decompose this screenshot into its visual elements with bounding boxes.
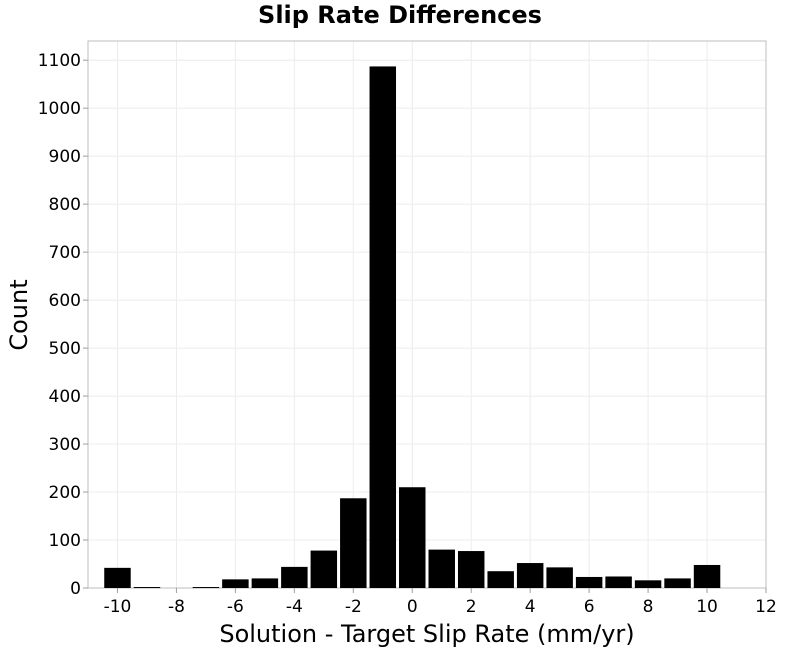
y-tick-label: 0 (70, 579, 81, 599)
histogram-bar (457, 551, 485, 588)
y-axis-ticks: 0 100 200 300 400 500 600 700 800 900 1000 1100 (38, 51, 88, 599)
x-tick-label: 0 (407, 597, 418, 617)
histogram-bar (546, 567, 573, 588)
histogram-bar (310, 550, 338, 588)
y-tick-label: 900 (49, 147, 81, 167)
y-tick-label: 200 (49, 483, 81, 503)
histogram-bar (693, 564, 721, 588)
histogram-bar (222, 579, 249, 588)
y-axis-label: Count (5, 279, 33, 350)
histogram-bar (133, 587, 161, 589)
x-tick-label: -6 (227, 597, 244, 617)
histogram-bar (487, 571, 514, 588)
x-axis-ticks: -10 -8 -6 -4 -2 0 2 4 6 8 10 12 (104, 588, 777, 617)
y-tick-label: 1100 (38, 51, 81, 71)
x-tick-label: 12 (755, 597, 777, 617)
histogram-bar (575, 576, 603, 588)
plot-area-border (87, 40, 767, 589)
histogram-bar (104, 567, 131, 588)
x-tick-label: -8 (168, 597, 185, 617)
histogram-bar (192, 587, 220, 589)
chart-title: Slip Rate Differences (258, 1, 542, 29)
x-axis-label: Solution - Target Slip Rate (mm/yr) (219, 620, 634, 648)
y-tick-label: 600 (49, 291, 81, 311)
histogram-bar (634, 580, 662, 588)
y-tick-label: 500 (49, 339, 81, 359)
y-tick-label: 700 (49, 243, 81, 263)
histogram-bar (251, 578, 279, 588)
x-tick-label: -4 (286, 597, 303, 617)
histogram-bar (605, 576, 632, 588)
x-tick-label: -10 (104, 597, 132, 617)
x-tick-label: 6 (584, 597, 595, 617)
histogram-bar (399, 487, 426, 588)
histogram-bar (369, 66, 397, 588)
y-tick-label: 800 (49, 195, 81, 215)
y-tick-label: 1000 (38, 99, 81, 119)
histogram-bar (428, 549, 455, 588)
x-tick-label: 2 (466, 597, 477, 617)
x-tick-label: 10 (696, 597, 718, 617)
bars (104, 66, 721, 589)
histogram-bar (516, 563, 544, 588)
x-tick-label: -2 (345, 597, 362, 617)
histogram-bar (340, 498, 367, 588)
grid (88, 41, 766, 588)
y-tick-label: 100 (49, 531, 81, 551)
histogram-bar (281, 566, 308, 588)
y-tick-label: 400 (49, 387, 81, 407)
histogram-bar (664, 578, 691, 588)
y-tick-label: 300 (49, 435, 81, 455)
x-tick-label: 4 (525, 597, 536, 617)
x-tick-label: 8 (643, 597, 654, 617)
